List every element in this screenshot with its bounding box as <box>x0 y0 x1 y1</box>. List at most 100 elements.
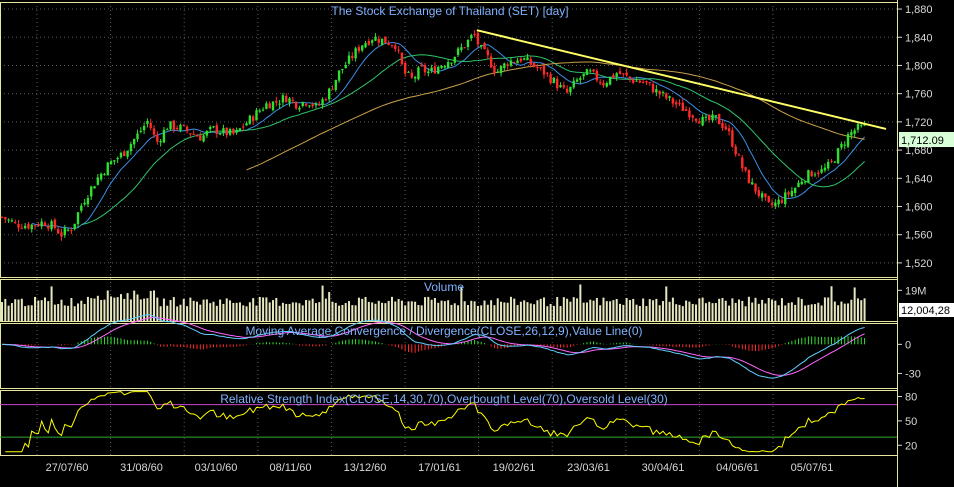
volume-bar <box>457 305 460 321</box>
rsi-axis: 80 50 20 <box>897 392 917 452</box>
candle-body <box>410 72 414 78</box>
volume-bar <box>288 303 291 321</box>
candle-body <box>228 129 232 135</box>
volume-bar <box>695 304 698 321</box>
volume-panel[interactable]: Volume <box>1 280 866 321</box>
candle-body <box>357 46 361 51</box>
volume-bar <box>794 304 797 321</box>
volume-bar <box>721 297 724 321</box>
volume-bar <box>790 302 793 321</box>
volume-bar <box>840 301 843 321</box>
volume-bar <box>744 306 747 321</box>
candle-body <box>536 67 539 69</box>
volume-bar <box>7 305 10 321</box>
volume-bar <box>60 299 63 321</box>
volume-bar <box>238 302 241 321</box>
volume-bar <box>427 296 430 321</box>
macd-panel[interactable]: Moving Average Convergence / Divergence(… <box>1 314 866 379</box>
candle-body <box>691 115 694 118</box>
candle-body <box>281 95 285 103</box>
price-panel[interactable]: The Stock Exchange of Thailand (SET) [da… <box>0 4 887 241</box>
volume-bar <box>186 306 189 321</box>
candle-body <box>268 103 271 109</box>
volume-bar <box>777 305 780 321</box>
volume-bar <box>262 297 265 321</box>
candle-body <box>390 45 394 47</box>
candle-body <box>493 66 496 73</box>
volume-bar <box>810 304 813 321</box>
volume-bar <box>496 298 499 321</box>
candle-body <box>618 71 622 75</box>
volume-bar <box>628 300 631 321</box>
volume-bar <box>113 297 116 321</box>
candle-body <box>261 109 265 111</box>
candle-body <box>403 63 407 74</box>
volume-bar <box>20 298 23 321</box>
candle-body <box>853 130 856 134</box>
candle-body <box>595 70 599 81</box>
volume-bar <box>295 302 298 321</box>
candlesticks <box>0 29 866 241</box>
volume-bar <box>728 305 731 321</box>
volume-bar <box>30 305 33 321</box>
volume-bar <box>255 305 258 321</box>
date-tick-label: 30/04/61 <box>642 462 685 474</box>
ma-long-line <box>246 61 865 171</box>
candle-body <box>780 200 784 203</box>
candle-body <box>817 172 820 175</box>
candle-body <box>539 67 542 69</box>
candle-body <box>483 43 486 50</box>
volume-bar <box>827 297 830 321</box>
candle-body <box>496 71 499 73</box>
volume-bar <box>599 305 602 321</box>
volume-bar <box>513 298 516 321</box>
volume-bar <box>612 300 615 321</box>
volume-bar <box>652 300 655 321</box>
volume-bar <box>93 298 96 321</box>
candle-body <box>641 81 645 83</box>
volume-bar <box>27 305 30 321</box>
candle-body <box>53 219 57 228</box>
candle-body <box>622 73 625 75</box>
candle-body <box>734 146 737 155</box>
candle-body <box>66 229 70 231</box>
volume-bar <box>638 306 641 321</box>
candle-body <box>823 167 827 171</box>
volume-bar <box>466 304 469 321</box>
candle-body <box>684 109 688 111</box>
candle-body <box>377 38 380 43</box>
candle-body <box>367 41 371 45</box>
candle-body <box>361 45 364 51</box>
candle-body <box>23 225 27 229</box>
candle-body <box>90 186 93 197</box>
candle-body <box>711 114 714 121</box>
candle-body <box>169 121 172 130</box>
candle-body <box>304 103 308 106</box>
candle-body <box>50 221 53 230</box>
candle-body <box>582 73 585 77</box>
macd-line <box>1 314 865 379</box>
candle-body <box>741 157 744 169</box>
volume-bar <box>704 303 707 321</box>
candle-body <box>427 71 430 74</box>
volume-bar <box>823 297 826 321</box>
date-tick-label: 08/11/60 <box>269 462 311 474</box>
candle-body <box>489 56 493 68</box>
volume-bar <box>546 306 549 321</box>
date-tick-label: 04/06/61 <box>716 462 759 474</box>
candle-body <box>552 78 556 83</box>
candle-body <box>136 133 139 140</box>
volume-bar <box>483 300 486 321</box>
volume-bar <box>159 306 162 321</box>
candle-body <box>519 58 523 62</box>
axis-tick-label: 1,520 <box>905 258 933 270</box>
candle-body <box>27 223 30 229</box>
candle-body <box>185 126 189 132</box>
candle-body <box>417 67 420 80</box>
rsi-line <box>5 391 865 453</box>
volume-bar <box>318 302 321 321</box>
trendline[interactable] <box>476 29 887 130</box>
rsi-panel[interactable]: Relative Strength Index(CLOSE,14,30,70),… <box>0 391 897 453</box>
candle-body <box>727 128 731 132</box>
